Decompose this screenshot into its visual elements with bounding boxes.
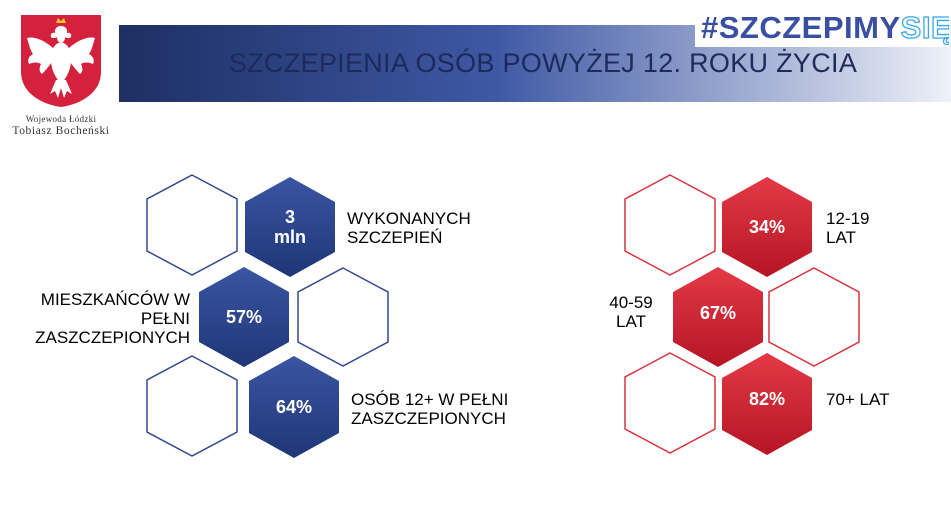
- stat-value-line2: mln: [273, 227, 307, 247]
- hashtag-main-text: #SZCZEPIMY: [701, 10, 901, 45]
- label-line1: MIESZKAŃCÓW W: [40, 290, 190, 309]
- stat-label-age-12-19: 12-19 LAT: [826, 209, 869, 247]
- stat-value-line1: 3: [284, 207, 296, 227]
- label-line2: LAT: [616, 312, 646, 331]
- hex-outline: [624, 352, 716, 454]
- stat-value-residents: 57%: [225, 307, 263, 327]
- stat-label-12plus: OSÓB 12+ W PEŁNI ZASZCZEPIONYCH: [351, 390, 508, 428]
- hex-filled-blue: [249, 356, 339, 458]
- stat-value-vaccinations: 3 mln: [274, 207, 306, 247]
- stat-value-12plus: 64%: [275, 397, 313, 417]
- stat-value-age-12-19: 34%: [748, 217, 786, 237]
- label-line2: ZASZCZEPIONYCH: [351, 409, 506, 428]
- hex-outline: [146, 174, 238, 276]
- label-line1: WYKONANYCH: [347, 209, 471, 228]
- hex-filled-blue: [245, 177, 335, 277]
- hex-outline: [297, 267, 389, 367]
- hex-outline: [768, 267, 860, 367]
- hex-outline: [146, 355, 238, 457]
- stat-value-age-40-59: 67%: [699, 303, 737, 323]
- label-line2: PEŁNI: [140, 309, 190, 328]
- label-line1: 70+ LAT: [826, 390, 890, 409]
- stat-value-age-70plus: 82%: [748, 389, 786, 409]
- hex-outline: [624, 174, 716, 276]
- label-line2: SZCZEPIEŃ: [347, 228, 443, 247]
- stat-label-age-40-59: 40-59 LAT: [600, 293, 662, 331]
- label-line1: 12-19: [826, 209, 870, 228]
- hex-filled-blue: [199, 267, 289, 367]
- page-title: SZCZEPIENIA OSÓB POWYŻEJ 12. ROKU ŻYCIA: [228, 48, 858, 78]
- hex-filled-red: [722, 177, 812, 277]
- emblem-caption-line2: Tobiasz Bocheński: [12, 125, 110, 137]
- hex-filled-red: [673, 267, 763, 367]
- stat-label-vaccinations: WYKONANYCH SZCZEPIEŃ: [347, 209, 471, 247]
- hashtag-end-text: SIĘ: [900, 9, 949, 45]
- hex-filled-red: [722, 353, 812, 455]
- label-line1: 40-59: [609, 293, 653, 312]
- label-line2: LAT: [826, 228, 856, 247]
- emblem-caption-line1: Wojewoda Łódzki: [25, 114, 97, 124]
- poland-eagle-emblem: [21, 15, 101, 107]
- stat-label-age-70plus: 70+ LAT: [826, 390, 889, 409]
- stat-label-residents: MIESZKAŃCÓW W PEŁNI ZASZCZEPIONYCH: [18, 290, 190, 347]
- campaign-hashtag-logo: #SZCZEPIMYSIĘ: [695, 9, 949, 47]
- label-line1: OSÓB 12+ W PEŁNI: [351, 390, 509, 409]
- label-line3: ZASZCZEPIONYCH: [35, 328, 190, 347]
